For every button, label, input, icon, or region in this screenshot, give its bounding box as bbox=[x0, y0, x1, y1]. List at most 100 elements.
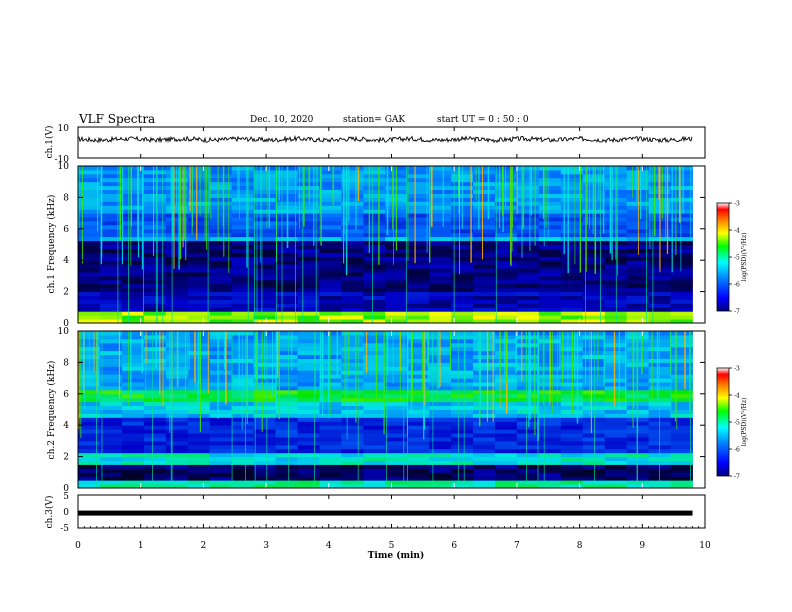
ch2-spectrogram-cell bbox=[165, 433, 189, 438]
ch1-spectrogram-cell bbox=[429, 205, 452, 210]
ch2-spectrogram-cell bbox=[187, 440, 211, 446]
ch2-spectrogram-cell bbox=[253, 334, 276, 340]
ch1-spectrogram-cell bbox=[231, 283, 254, 289]
ch2-spectrogram-cell bbox=[363, 338, 386, 344]
ch2-spectrogram-cell bbox=[473, 401, 496, 406]
ch2-spectrogram-cell bbox=[341, 393, 364, 399]
ch2-spectrogram-cell bbox=[604, 405, 628, 410]
ch1-spectrogram-cell bbox=[516, 181, 540, 187]
ch2-spectrogram-cell bbox=[560, 452, 584, 458]
ch2-spectrogram-cell bbox=[297, 393, 320, 399]
ch1-spectrogram-cell bbox=[99, 232, 123, 238]
ch1-spectrogram-cell bbox=[495, 264, 518, 269]
ch1-spectrogram-cell bbox=[231, 252, 254, 257]
ch2-spectrogram-cell bbox=[385, 448, 408, 454]
ch1-spectrogram-cell bbox=[78, 213, 101, 218]
ch2-spectrogram-cell bbox=[143, 393, 167, 399]
ch2-spectrogram-cell bbox=[143, 456, 167, 461]
cb1-tick-label: -5 bbox=[734, 255, 740, 262]
ch1-spectrogram-cell bbox=[297, 299, 320, 304]
ch2-spectrogram-cell bbox=[582, 366, 606, 371]
ch2-spectrogram-cell bbox=[297, 358, 320, 363]
ch1-spectrogram-cell bbox=[385, 268, 408, 273]
ch1-spectrogram-cell bbox=[516, 299, 540, 304]
ch2-spectrogram-cell bbox=[495, 456, 518, 461]
ch1-spectrogram-cell bbox=[78, 209, 101, 214]
ch1-spectrogram-cell bbox=[560, 315, 584, 320]
ch2-spectrogram-cell bbox=[407, 437, 430, 442]
ch2-spectrogram-cell bbox=[560, 413, 584, 418]
ch2-spectrogram-cell bbox=[385, 444, 408, 450]
ch1-spectrogram-cell bbox=[253, 260, 276, 265]
ch2-spectrogram-cell bbox=[451, 413, 474, 418]
ch1-spectrogram-cell bbox=[429, 169, 452, 175]
ch1-spectrogram-cell bbox=[407, 197, 430, 202]
ch1-spectrogram-cell bbox=[187, 201, 211, 206]
ch2-spectrogram-cell bbox=[407, 354, 430, 359]
ch2-spectrogram-cell bbox=[78, 480, 101, 485]
ch1-spectrogram-cell bbox=[538, 232, 562, 238]
ch1-spectrogram-cell bbox=[407, 181, 430, 187]
ch2-spectrogram-cell bbox=[209, 429, 233, 434]
ch1-spectrogram-cell bbox=[407, 169, 430, 175]
ch1-spectrogram-cell bbox=[187, 303, 211, 308]
ch2-spectrogram-cell bbox=[560, 448, 584, 454]
ch1-spectrogram-cell bbox=[407, 311, 430, 316]
ch1-spectrogram-cell bbox=[231, 166, 254, 171]
ch1-spectrogram-cell bbox=[670, 299, 693, 304]
ch1-spectrogram-cell bbox=[165, 177, 189, 183]
ch2-spectrogram-cell bbox=[560, 480, 584, 485]
ch1-spectrogram-cell bbox=[231, 217, 254, 222]
ch1-spectrogram-cell bbox=[560, 275, 584, 281]
ch2-spectrogram-cell bbox=[473, 389, 496, 395]
ch1-spectrogram-cell bbox=[538, 303, 562, 308]
ch1-spectrogram-cell bbox=[473, 295, 496, 300]
ch1-spectrogram-cell bbox=[473, 311, 496, 316]
ch1-spectrogram-cell bbox=[363, 173, 386, 179]
ch1-spectrogram-cell bbox=[560, 201, 584, 206]
ch2-spectrogram-cell bbox=[209, 346, 233, 352]
ch1-spectrogram-cell bbox=[582, 213, 606, 218]
ch2-spectrogram-cell bbox=[165, 425, 189, 430]
ch1-spectrogram-cell bbox=[582, 268, 606, 273]
ch1-spectrogram-cell bbox=[451, 228, 474, 234]
ch2-spectrogram-cell bbox=[429, 413, 452, 418]
ch2-spectrogram-cell bbox=[143, 484, 167, 489]
ch2-spectrogram-cell bbox=[99, 382, 123, 387]
ch1-spectrogram-cell bbox=[516, 201, 540, 206]
ch2-spectrogram-cell bbox=[121, 350, 145, 355]
ch2-spectrogram-cell bbox=[143, 444, 167, 450]
ch1-spectrogram-cell bbox=[626, 220, 649, 226]
ch2-spectrogram-cell bbox=[121, 385, 145, 391]
ch2-spectrogram-cell bbox=[187, 405, 211, 410]
ch1-spectrogram-cell bbox=[143, 248, 167, 253]
ch2-spectrogram-cell bbox=[165, 448, 189, 454]
ch2-spectrogram-cell bbox=[604, 397, 628, 403]
ch1-spectrogram-cell bbox=[143, 291, 167, 296]
ch2-spectrogram-cell bbox=[670, 472, 693, 477]
colorbar-1: log(PSD)(V²/Hz) -3-4-5-6-7 bbox=[716, 201, 748, 316]
ch2-spectrogram-cell bbox=[231, 334, 254, 340]
ch1-spectrogram-cell bbox=[319, 299, 342, 304]
ch2-spectrogram-cell bbox=[670, 346, 693, 352]
ch1-spectrogram-cell bbox=[473, 166, 496, 171]
ch1-spectrogram-cell bbox=[473, 307, 496, 312]
ch2-spectrogram-cell bbox=[78, 468, 101, 473]
ch2-spectrogram-cell bbox=[231, 354, 254, 359]
ch1-spectrogram-cell bbox=[538, 193, 562, 198]
ch1-spectrogram-cell bbox=[473, 189, 496, 194]
ch2-spectrogram-cell bbox=[187, 472, 211, 477]
ch2-spectrogram-cell bbox=[495, 472, 518, 477]
ch1-spectrogram-cell bbox=[253, 272, 276, 277]
ch1-spectrogram-cell bbox=[495, 173, 518, 179]
ch2-spectrogram-cell bbox=[407, 472, 430, 477]
ch1-spectrogram-cell bbox=[78, 311, 101, 316]
ch1-spectrogram-cell bbox=[670, 236, 693, 242]
ch1-spectrogram-cell bbox=[297, 307, 320, 312]
ch1-spectrogram-cell bbox=[165, 272, 189, 277]
ch2-spectrogram-cell bbox=[451, 354, 474, 359]
ch1-spectrogram-cell bbox=[78, 252, 101, 257]
ch1-spectrogram-cell bbox=[385, 256, 408, 261]
ch1-spectrogram-cell bbox=[78, 185, 101, 190]
ch1-spectrogram-cell bbox=[516, 264, 540, 269]
